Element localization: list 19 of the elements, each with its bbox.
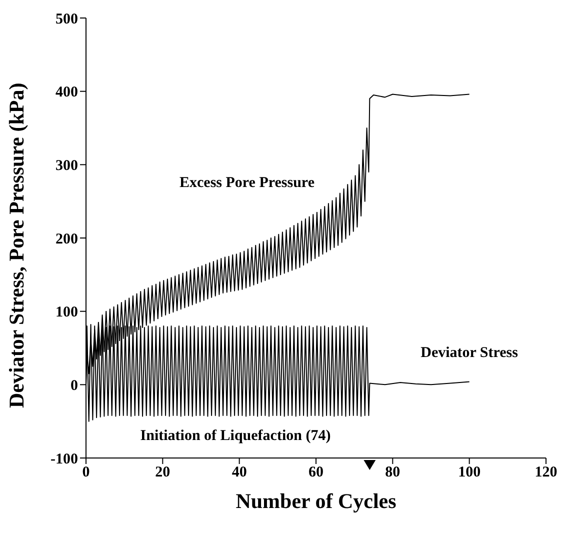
- x-axis-title: Number of Cycles: [236, 489, 396, 513]
- x-tick-label: 60: [308, 464, 324, 481]
- x-tick-label: 0: [82, 464, 90, 481]
- y-axis-title: Deviator Stress, Pore Pressure (kPa): [4, 82, 28, 408]
- x-tick-label: 20: [155, 464, 170, 481]
- y-tick-label: 100: [56, 304, 78, 321]
- x-tick-label: 80: [385, 464, 400, 481]
- x-tick-label: 100: [458, 464, 481, 481]
- y-tick-label: 200: [56, 231, 78, 248]
- y-tick-label: 0: [70, 378, 78, 394]
- y-tick-label: 400: [56, 84, 78, 101]
- y-tick-label: 500: [56, 11, 78, 28]
- x-tick-label: 40: [232, 464, 247, 481]
- annotation: Excess Pore Pressure: [180, 174, 315, 191]
- y-tick-label: 300: [56, 158, 78, 174]
- y-tick-label: -100: [50, 451, 78, 468]
- x-tick-label: 120: [534, 464, 558, 481]
- annotation: Deviator Stress: [420, 344, 518, 361]
- annotation: Initiation of Liquefaction (74): [140, 428, 331, 444]
